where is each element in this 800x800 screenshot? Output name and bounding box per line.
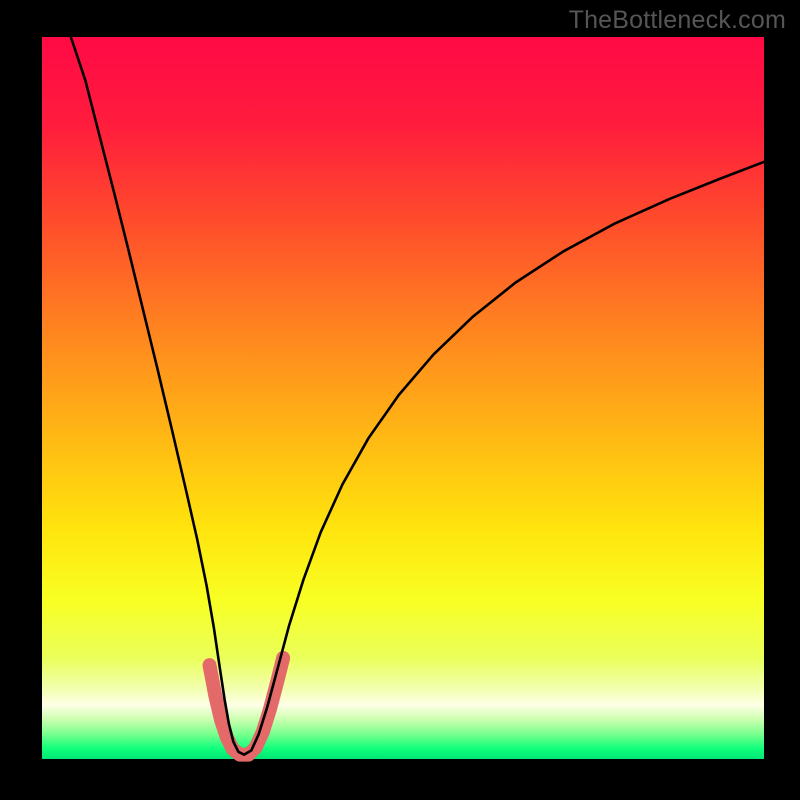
- plot-svg: [0, 0, 800, 800]
- chart-canvas: TheBottleneck.com: [0, 0, 800, 800]
- gradient-background: [42, 37, 764, 759]
- watermark-text: TheBottleneck.com: [569, 6, 786, 35]
